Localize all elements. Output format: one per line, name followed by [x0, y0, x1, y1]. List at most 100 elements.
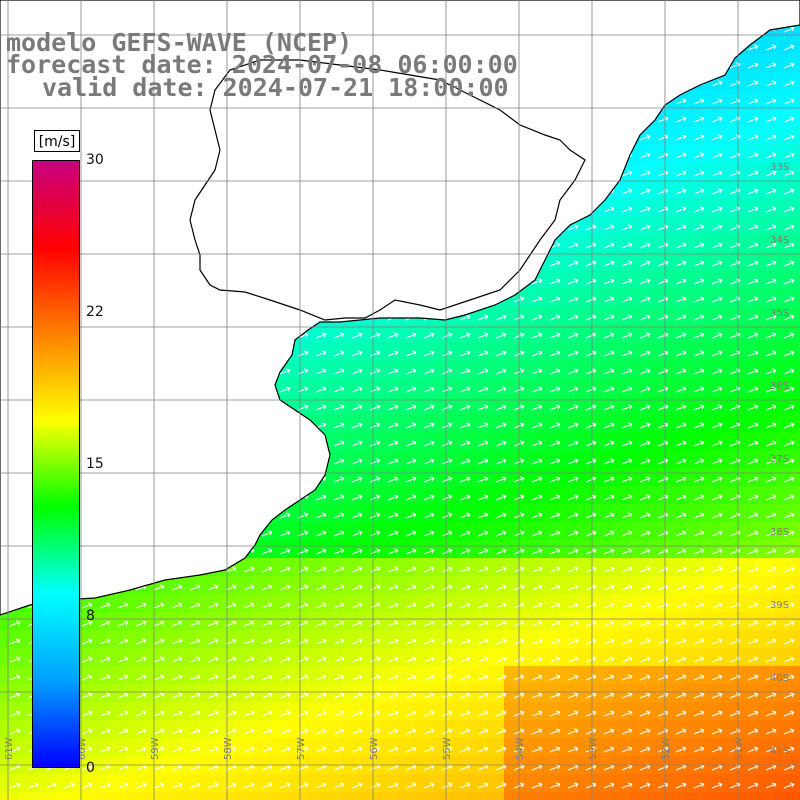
wind-arrow: [225, 674, 237, 681]
wind-arrow: [675, 188, 687, 195]
wind-arrow: [783, 674, 795, 681]
wind-arrow: [225, 728, 237, 735]
wind-arrow: [747, 728, 759, 735]
wind-arrow: [441, 584, 453, 591]
lon-label: 57W: [296, 737, 307, 760]
wind-arrow: [675, 566, 687, 573]
wind-arrow: [405, 404, 417, 411]
wind-arrow: [405, 368, 417, 375]
wind-arrow: [621, 548, 633, 555]
wind-arrow: [261, 584, 273, 591]
wind-arrow: [783, 782, 795, 789]
wind-arrow: [567, 602, 579, 609]
wind-arrow: [189, 638, 201, 645]
wind-arrow: [711, 710, 723, 717]
wind-arrow: [693, 620, 705, 627]
wind-arrow: [117, 692, 129, 699]
wind-arrow: [171, 638, 183, 645]
wind-arrow: [441, 512, 453, 519]
wind-arrow: [333, 512, 345, 519]
wind-arrow: [783, 584, 795, 591]
wind-arrow: [99, 602, 111, 609]
wind-arrow: [261, 692, 273, 699]
wind-arrow: [495, 746, 507, 753]
lat-label: 35S: [770, 308, 789, 319]
lat-label: 41S: [770, 746, 789, 757]
wind-arrow: [675, 206, 687, 213]
wind-arrow: [567, 368, 579, 375]
wind-arrow: [675, 368, 687, 375]
wind-arrow: [99, 692, 111, 699]
wind-arrow: [495, 566, 507, 573]
wind-arrow: [639, 350, 651, 357]
wind-arrow: [351, 386, 363, 393]
wind-arrow: [549, 278, 561, 285]
wind-arrow: [405, 548, 417, 555]
wind-arrow: [783, 566, 795, 573]
wind-arrow: [261, 602, 273, 609]
wind-arrow: [171, 602, 183, 609]
wind-arrow: [765, 350, 777, 357]
wind-arrow: [567, 512, 579, 519]
wind-arrow: [639, 206, 651, 213]
wind-arrow: [315, 548, 327, 555]
wind-arrow: [423, 422, 435, 429]
wind-arrow: [81, 638, 93, 645]
wind-arrow: [351, 548, 363, 555]
wind-arrow: [333, 692, 345, 699]
wind-arrow: [765, 746, 777, 753]
wind-arrow: [585, 296, 597, 303]
wind-arrow: [621, 224, 633, 231]
wind-arrow: [9, 620, 21, 627]
wind-arrow: [261, 620, 273, 627]
wind-arrow: [711, 224, 723, 231]
wind-arrow: [531, 728, 543, 735]
wind-arrow: [675, 710, 687, 717]
wind-arrow: [693, 476, 705, 483]
wind-arrow: [171, 710, 183, 717]
wind-arrow: [9, 710, 21, 717]
wind-arrow: [387, 386, 399, 393]
wind-arrow: [711, 134, 723, 141]
wind-arrow: [477, 602, 489, 609]
wind-arrow: [333, 458, 345, 465]
wind-arrow: [81, 692, 93, 699]
wind-arrow: [567, 332, 579, 339]
wind-arrow: [639, 656, 651, 663]
wind-arrow: [477, 728, 489, 735]
wind-arrow: [225, 584, 237, 591]
wind-arrow: [315, 368, 327, 375]
wind-arrow: [621, 782, 633, 789]
wind-arrow: [225, 620, 237, 627]
wind-arrow: [441, 368, 453, 375]
colorbar-tick-8: 8: [86, 608, 95, 624]
wind-arrow: [783, 602, 795, 609]
wind-arrow: [783, 728, 795, 735]
wind-arrow: [531, 368, 543, 375]
wind-arrow: [567, 458, 579, 465]
wind-arrow: [783, 368, 795, 375]
wind-arrow: [387, 368, 399, 375]
wind-arrow: [423, 548, 435, 555]
wind-arrow: [711, 440, 723, 447]
wind-arrow: [765, 44, 777, 51]
wind-arrow: [531, 692, 543, 699]
wind-arrow: [315, 530, 327, 537]
wind-arrow: [333, 602, 345, 609]
wind-arrow: [765, 152, 777, 159]
wind-arrow: [621, 584, 633, 591]
wind-arrow: [585, 260, 597, 267]
wind-arrow: [333, 350, 345, 357]
wind-arrow: [711, 206, 723, 213]
wind-arrow: [369, 368, 381, 375]
wind-arrow: [315, 602, 327, 609]
wind-arrow: [747, 458, 759, 465]
wind-arrow: [81, 674, 93, 681]
wind-arrow: [63, 782, 75, 789]
wind-arrow: [675, 314, 687, 321]
wind-arrow: [423, 746, 435, 753]
wind-arrow: [639, 458, 651, 465]
wind-arrow: [459, 602, 471, 609]
wind-arrow: [711, 242, 723, 249]
wind-arrow: [585, 728, 597, 735]
